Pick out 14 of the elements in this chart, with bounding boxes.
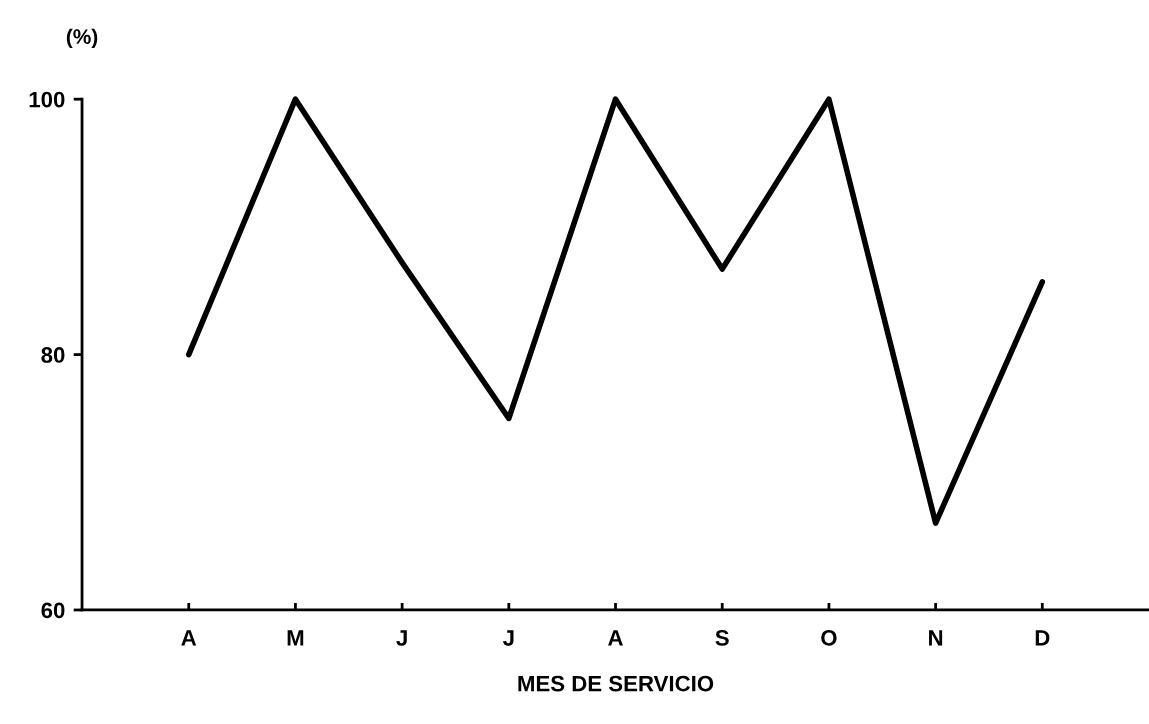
y-tick-label: 60 bbox=[41, 602, 65, 619]
x-tick-label: S bbox=[715, 630, 729, 646]
y-tick-label: 80 bbox=[41, 347, 65, 363]
y-axis-title: (%) bbox=[66, 28, 98, 49]
x-axis-title: MES DE SERVICIO bbox=[518, 675, 714, 692]
x-tick-label: J bbox=[396, 630, 407, 646]
x-tick-label: D bbox=[1035, 630, 1050, 646]
x-tick-label: M bbox=[287, 630, 304, 646]
x-tick-label: N bbox=[929, 630, 943, 646]
x-tick-label: J bbox=[502, 630, 514, 646]
x-tick-label: A bbox=[608, 630, 623, 646]
x-tick-label: O bbox=[821, 630, 837, 646]
y-tick-label: 100 bbox=[29, 91, 65, 108]
x-tick-label: A bbox=[181, 630, 197, 646]
